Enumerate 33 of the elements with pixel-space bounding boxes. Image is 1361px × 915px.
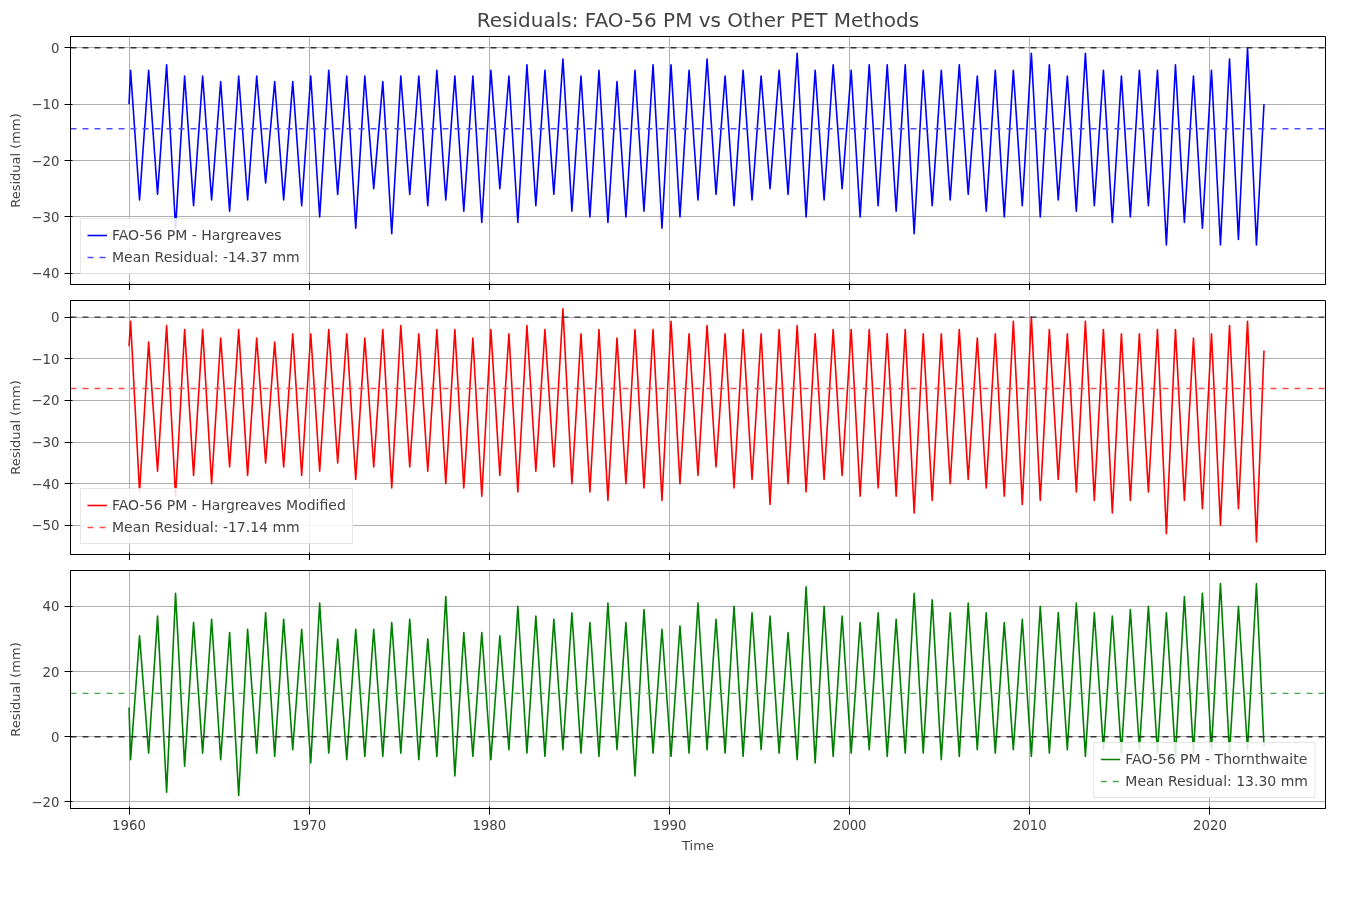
y-tick-label: −10 <box>31 97 60 113</box>
legend-label: FAO-56 PM - Hargreaves <box>112 227 282 243</box>
y-tick-label: 20 <box>42 664 60 680</box>
y-tick-label: −20 <box>31 393 60 409</box>
legend-label: FAO-56 PM - Hargreaves Modified <box>112 497 346 513</box>
legend-label: Mean Residual: 13.30 mm <box>1125 773 1308 789</box>
legend-label: FAO-56 PM - Thornthwaite <box>1125 751 1308 767</box>
y-tick-label: −40 <box>31 266 60 282</box>
y-tick-label: 40 <box>42 599 60 615</box>
y-axis-title: Residual (mm) <box>8 380 24 475</box>
x-tick-label: 2020 <box>1192 817 1227 833</box>
chart-title: Residuals: FAO-56 PM vs Other PET Methods <box>476 7 920 32</box>
y-tick-label: −30 <box>31 435 60 451</box>
x-tick-label: 2000 <box>832 817 867 833</box>
y-tick-label: 0 <box>51 729 60 745</box>
y-tick-label: 0 <box>51 40 60 56</box>
x-tick-label: 2010 <box>1012 817 1047 833</box>
y-tick-label: −10 <box>31 351 60 367</box>
y-tick-label: −40 <box>31 476 60 492</box>
x-tick-label: 1970 <box>292 817 327 833</box>
x-axis-title: Time <box>681 837 714 853</box>
y-tick-label: −30 <box>31 209 60 225</box>
y-axis-title: Residual (mm) <box>8 642 24 737</box>
x-tick-label: 1990 <box>652 817 687 833</box>
y-tick-label: −50 <box>31 518 60 534</box>
y-axis-title: Residual (mm) <box>8 113 24 208</box>
legend-label: Mean Residual: -17.14 mm <box>112 519 300 535</box>
y-tick-label: 0 <box>51 310 60 326</box>
x-tick-label: 1960 <box>112 817 147 833</box>
x-tick-label: 1980 <box>472 817 507 833</box>
legend-label: Mean Residual: -14.37 mm <box>112 249 300 265</box>
y-tick-label: −20 <box>31 794 60 810</box>
y-tick-label: −20 <box>31 153 60 169</box>
